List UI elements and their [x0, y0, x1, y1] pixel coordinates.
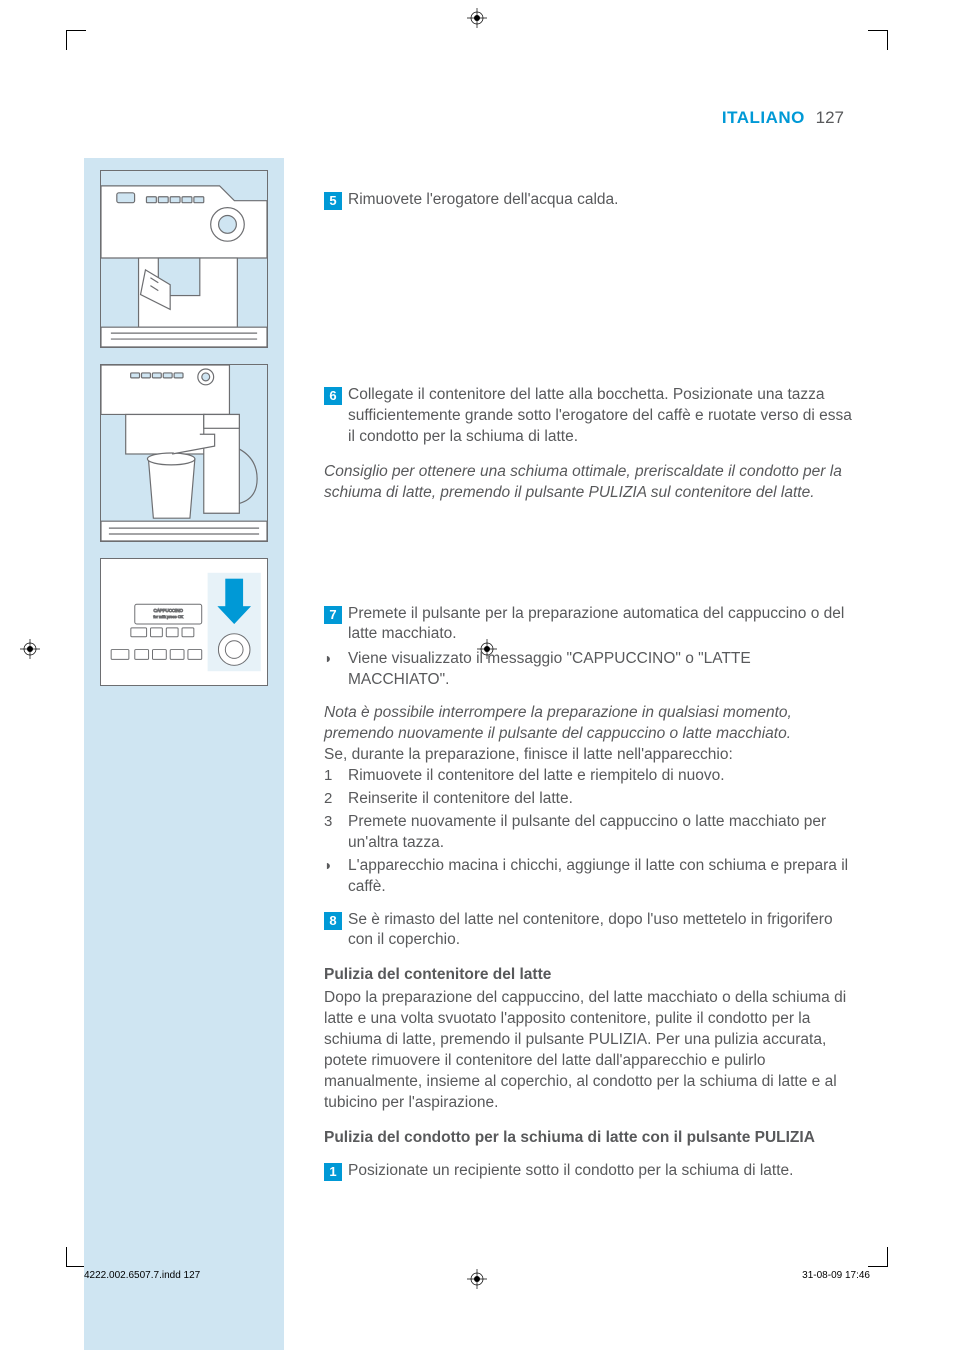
- illustration-step-5: [100, 170, 268, 348]
- page-header: ITALIANO 127: [722, 108, 844, 128]
- step-text: Premete il pulsante per la preparazione …: [348, 604, 852, 646]
- bullet-icon: ◗: [324, 856, 348, 875]
- crop-mark: [868, 1247, 888, 1267]
- footer-date: 31-08-09 17:46: [802, 1270, 870, 1281]
- step-text: Posizionate un recipiente sotto il condo…: [348, 1161, 852, 1182]
- crop-mark: [66, 30, 86, 50]
- step-8: 8 Se è rimasto del latte nel contenitore…: [324, 910, 852, 952]
- language-label: ITALIANO: [722, 108, 805, 127]
- svg-text:CAPPUCCINO: CAPPUCCINO: [154, 608, 184, 613]
- bullet-item: ◗ L'apparecchio macina i chicchi, aggiun…: [324, 856, 852, 898]
- bullet-item: ◗ Viene visualizzato il messaggio "CAPPU…: [324, 649, 852, 691]
- footer-file: 4222.002.6507.7.indd 127: [84, 1270, 200, 1281]
- step-number-badge: 1: [324, 1163, 342, 1181]
- illustration-step-7: CAPPUCCINO for milk press CK: [100, 558, 268, 686]
- bullet-text: Viene visualizzato il messaggio "CAPPUCC…: [348, 649, 852, 691]
- page-footer: 4222.002.6507.7.indd 127 31-08-09 17:46: [84, 1270, 870, 1281]
- number-label: 2: [324, 789, 348, 809]
- numbered-item: 2 Reinserite il contenitore del latte.: [324, 789, 852, 810]
- crop-mark: [66, 1247, 86, 1267]
- step-number-badge: 6: [324, 387, 342, 405]
- number-label: 3: [324, 812, 348, 832]
- step-number-badge: 8: [324, 912, 342, 930]
- illustration-step-6: [100, 364, 268, 542]
- step-5: 5 Rimuovete l'erogatore dell'acqua calda…: [324, 190, 852, 211]
- step-text: Collegate il contenitore del latte alla …: [348, 385, 852, 448]
- note-text: Se, durante la preparazione, finisce il …: [324, 745, 852, 766]
- step-text: Rimuovete l'erogatore dell'acqua calda.: [348, 190, 852, 211]
- illustration-sidebar: CAPPUCCINO for milk press CK: [84, 158, 284, 1350]
- numbered-text: Premete nuovamente il pulsante del cappu…: [348, 812, 852, 854]
- numbered-text: Reinserite il contenitore del latte.: [348, 789, 852, 810]
- svg-text:for milk press CK: for milk press CK: [153, 614, 183, 619]
- numbered-text: Rimuovete il contenitore del latte e rie…: [348, 766, 852, 787]
- paragraph: Dopo la preparazione del cappuccino, del…: [324, 988, 852, 1114]
- number-label: 1: [324, 766, 348, 786]
- page-number: 127: [816, 108, 844, 127]
- step-1-clean: 1 Posizionate un recipiente sotto il con…: [324, 1161, 852, 1182]
- tip-text: Consiglio per ottenere una schiuma ottim…: [324, 462, 852, 504]
- content-column: 5 Rimuovete l'erogatore dell'acqua calda…: [324, 190, 852, 1186]
- step-6: 6 Collegate il contenitore del latte all…: [324, 385, 852, 448]
- subheading: Pulizia del contenitore del latte: [324, 965, 852, 986]
- numbered-item: 3 Premete nuovamente il pulsante del cap…: [324, 812, 852, 854]
- step-number-badge: 7: [324, 606, 342, 624]
- subheading: Pulizia del condotto per la schiuma di l…: [324, 1128, 852, 1149]
- registration-mark-icon: [20, 639, 40, 659]
- crop-mark: [868, 30, 888, 50]
- bullet-icon: ◗: [324, 649, 348, 668]
- step-text: Se è rimasto del latte nel contenitore, …: [348, 910, 852, 952]
- registration-mark-icon: [467, 8, 487, 28]
- note-text: Nota è possibile interrompere la prepara…: [324, 703, 852, 745]
- step-number-badge: 5: [324, 192, 342, 210]
- step-7: 7 Premete il pulsante per la preparazion…: [324, 604, 852, 646]
- bullet-text: L'apparecchio macina i chicchi, aggiunge…: [348, 856, 852, 898]
- numbered-item: 1 Rimuovete il contenitore del latte e r…: [324, 766, 852, 787]
